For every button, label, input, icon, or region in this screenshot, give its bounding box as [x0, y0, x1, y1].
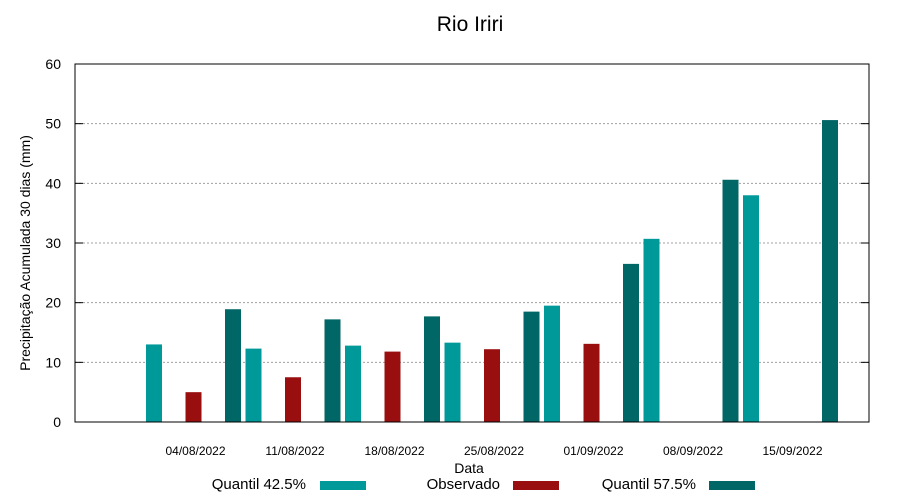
bars — [146, 120, 838, 422]
y-tick-label: 40 — [45, 175, 61, 191]
x-tick-label: 11/08/2022 — [265, 444, 324, 458]
y-axis-label: Precipitação Acumulada 30 dias (mm) — [17, 135, 33, 371]
bar-observado — [583, 343, 600, 422]
y-tick-label: 30 — [45, 235, 61, 251]
x-tick-label: 04/08/2022 — [165, 444, 225, 458]
y-tick-label: 20 — [45, 295, 61, 311]
legend-label: Observado — [427, 476, 500, 493]
x-tick-label: 25/08/2022 — [464, 444, 524, 458]
y-tick-label: 10 — [45, 354, 61, 370]
legend-label: Quantil 42.5% — [212, 476, 306, 493]
legend-swatch — [709, 481, 755, 490]
bar-quantil-57-5 — [722, 179, 739, 422]
bar-quantil-42-5 — [345, 345, 361, 422]
bar-observado — [285, 377, 301, 422]
bar-observado — [384, 351, 401, 422]
bar-observado — [484, 349, 500, 422]
x-tick-label: 01/09/2022 — [563, 444, 623, 458]
x-axis-ticks: 04/08/2022 11/08/2022 18/08/2022 25/08/2022… — [165, 444, 822, 458]
bar-quantil-57-5 — [324, 319, 341, 422]
legend-swatch — [513, 481, 559, 490]
legend-swatch — [320, 481, 366, 490]
bar-quantil-57-5 — [623, 263, 639, 422]
bar-observado — [185, 392, 202, 422]
y-axis-ticks: 0 10 20 30 40 50 60 — [45, 56, 869, 430]
x-tick-label: 18/08/2022 — [364, 444, 424, 458]
y-tick-label: 50 — [45, 116, 61, 132]
bar-quantil-42-5 — [743, 195, 759, 422]
bar-quantil-57-5 — [424, 316, 440, 422]
legend: Quantil 42.5% Observado Quantil 57.5% — [212, 476, 755, 493]
x-tick-label: 08/09/2022 — [663, 444, 723, 458]
bar-quantil-42-5 — [245, 348, 262, 422]
bar-quantil-57-5 — [523, 311, 540, 422]
bar-quantil-42-5 — [444, 342, 461, 422]
x-tick-label: 15/09/2022 — [762, 444, 822, 458]
y-tick-label: 0 — [53, 414, 61, 430]
legend-label: Quantil 57.5% — [602, 476, 696, 493]
x-axis-label: Data — [454, 460, 484, 476]
bar-quantil-57-5 — [225, 309, 241, 422]
bar-quantil-57-5 — [822, 120, 838, 422]
chart-title: Rio Iriri — [437, 13, 504, 36]
bar-quantil-42-5 — [146, 344, 162, 422]
bar-quantil-42-5 — [643, 238, 660, 422]
y-tick-label: 60 — [45, 56, 61, 72]
bar-quantil-42-5 — [544, 305, 560, 422]
